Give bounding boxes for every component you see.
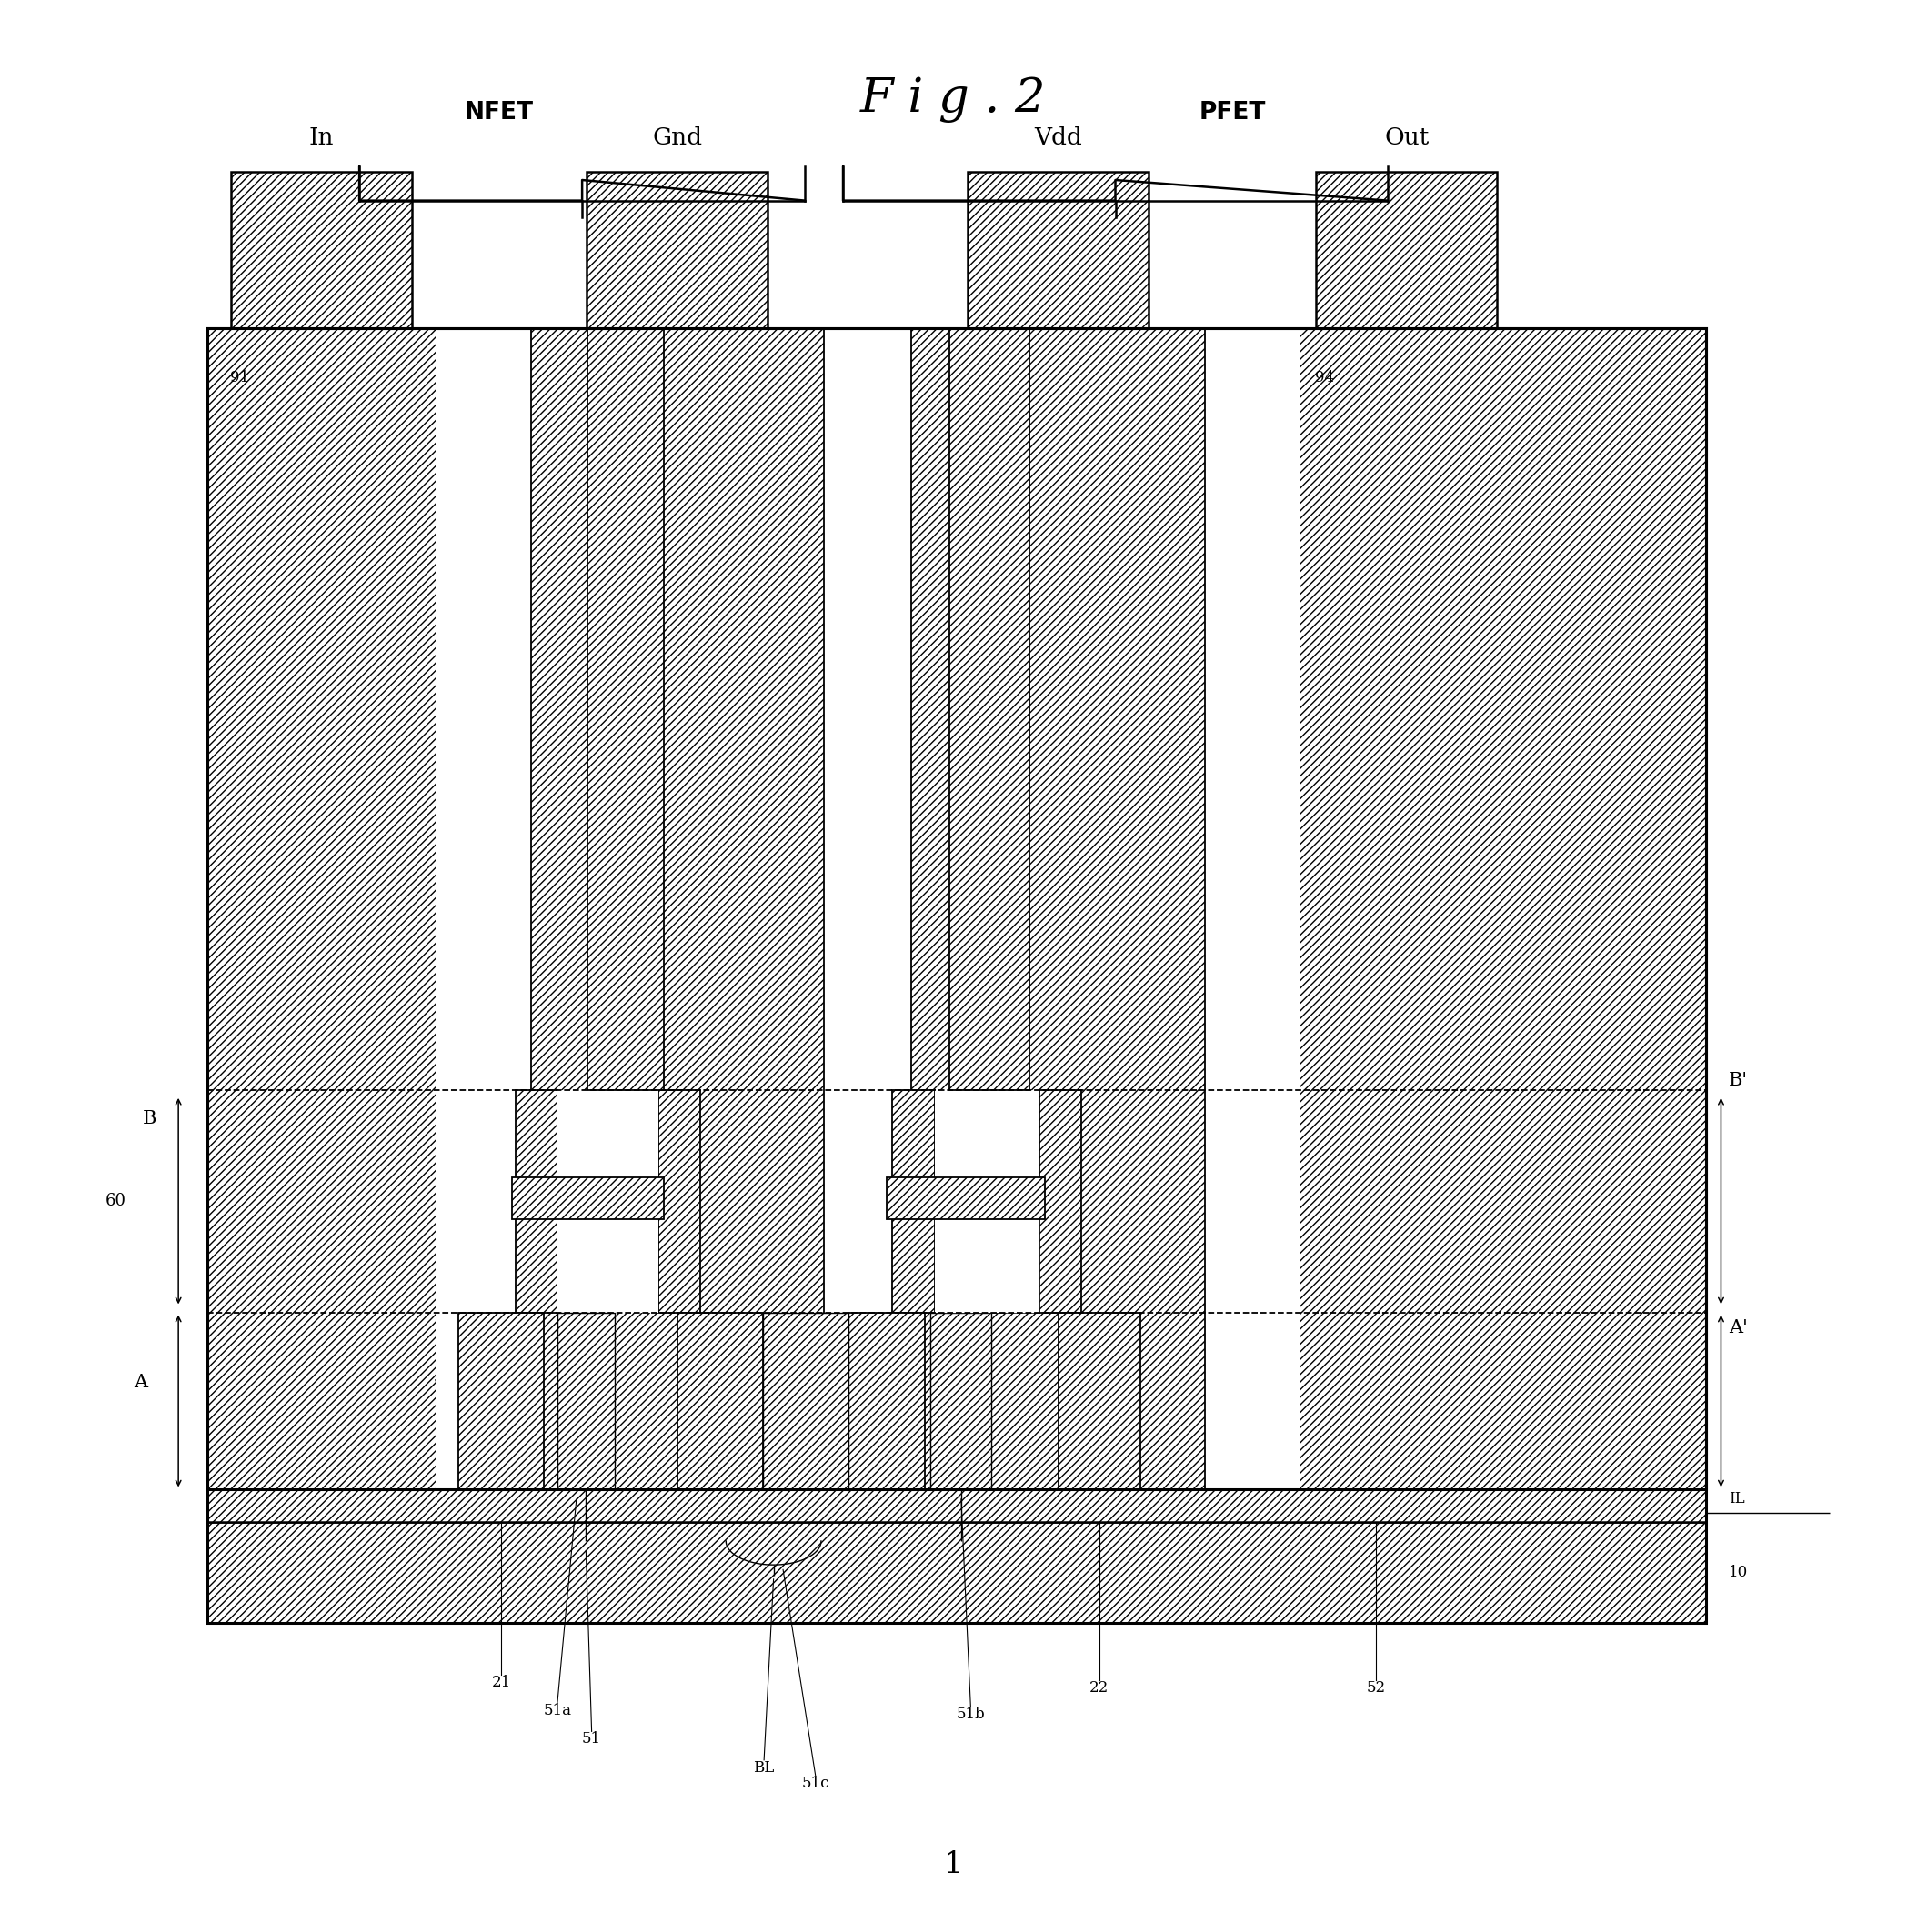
Text: Out: Out bbox=[1384, 126, 1428, 149]
Bar bbox=[515, 1090, 557, 1312]
Text: F i g . 2: F i g . 2 bbox=[860, 77, 1047, 124]
Text: 52: 52 bbox=[1367, 1681, 1386, 1696]
Text: Vdd: Vdd bbox=[1034, 126, 1083, 149]
Text: 51: 51 bbox=[582, 1731, 601, 1747]
Text: 83: 83 bbox=[1034, 1370, 1053, 1385]
Text: 73: 73 bbox=[650, 1370, 669, 1385]
Text: B: B bbox=[143, 1109, 156, 1126]
Bar bbox=[587, 328, 664, 1090]
Text: A': A' bbox=[1728, 1320, 1747, 1337]
Text: PFET: PFET bbox=[1200, 100, 1266, 126]
Text: 1: 1 bbox=[944, 1851, 963, 1880]
Bar bbox=[208, 328, 1705, 1623]
Bar bbox=[887, 1177, 1045, 1219]
Bar bbox=[677, 1312, 763, 1490]
Text: Gnd: Gnd bbox=[652, 126, 702, 149]
Text: 60: 60 bbox=[105, 1192, 126, 1209]
Bar bbox=[208, 328, 1705, 1490]
Text: 10: 10 bbox=[1728, 1565, 1749, 1580]
Text: 71: 71 bbox=[704, 1153, 723, 1169]
Text: 81: 81 bbox=[858, 1153, 877, 1169]
Bar bbox=[892, 1090, 934, 1312]
Text: In: In bbox=[309, 126, 334, 149]
Text: IL: IL bbox=[1728, 1492, 1745, 1507]
Text: 94: 94 bbox=[1316, 371, 1335, 386]
Bar bbox=[824, 1090, 912, 1312]
Text: 71: 71 bbox=[481, 1153, 500, 1169]
Bar bbox=[824, 328, 912, 1090]
Text: 81: 81 bbox=[1085, 1153, 1104, 1169]
Bar bbox=[557, 1090, 658, 1177]
Bar bbox=[231, 172, 412, 328]
Bar bbox=[458, 1312, 543, 1490]
Bar bbox=[435, 1090, 530, 1312]
Bar bbox=[435, 1312, 530, 1490]
Text: 93: 93 bbox=[927, 371, 946, 386]
Bar bbox=[934, 1219, 1039, 1312]
Bar bbox=[208, 1522, 1705, 1623]
Bar bbox=[1039, 1090, 1081, 1312]
Bar bbox=[1205, 1312, 1301, 1490]
Bar bbox=[530, 328, 824, 1490]
Text: 51c: 51c bbox=[801, 1776, 830, 1791]
Bar bbox=[967, 172, 1148, 328]
Text: 51b: 51b bbox=[955, 1706, 986, 1721]
Text: 74: 74 bbox=[444, 1190, 463, 1206]
Bar bbox=[849, 1312, 925, 1490]
Text: BL: BL bbox=[753, 1760, 774, 1776]
Bar bbox=[511, 1177, 664, 1219]
Bar bbox=[557, 1312, 614, 1490]
Text: 51a: 51a bbox=[543, 1702, 572, 1718]
Text: 91: 91 bbox=[231, 371, 250, 386]
Bar bbox=[658, 1090, 700, 1312]
Text: 92: 92 bbox=[545, 371, 564, 386]
Bar bbox=[934, 1090, 1039, 1177]
Text: 82: 82 bbox=[822, 1378, 841, 1393]
Bar bbox=[1316, 172, 1497, 328]
Bar bbox=[1205, 1090, 1301, 1312]
Text: 22: 22 bbox=[1089, 1681, 1108, 1696]
Text: B': B' bbox=[1728, 1072, 1749, 1090]
Bar bbox=[208, 328, 1705, 1490]
Bar bbox=[763, 1312, 849, 1490]
Bar bbox=[950, 328, 1030, 1090]
Bar bbox=[1058, 1312, 1140, 1490]
Bar bbox=[931, 1312, 992, 1490]
Text: NFET: NFET bbox=[465, 100, 534, 126]
Bar bbox=[557, 1219, 658, 1312]
Bar bbox=[934, 1219, 1039, 1312]
Text: US: US bbox=[795, 1393, 818, 1408]
Text: 72: 72 bbox=[433, 1378, 452, 1393]
Bar bbox=[435, 328, 530, 1090]
Bar bbox=[824, 1312, 912, 1490]
Text: 84: 84 bbox=[1060, 1180, 1079, 1196]
Bar bbox=[934, 1219, 1039, 1312]
Bar bbox=[1205, 328, 1301, 1090]
Text: 21: 21 bbox=[492, 1675, 511, 1690]
Text: A: A bbox=[133, 1374, 147, 1391]
Bar bbox=[587, 172, 769, 328]
Bar bbox=[208, 1490, 1705, 1522]
Bar bbox=[912, 328, 1205, 1490]
